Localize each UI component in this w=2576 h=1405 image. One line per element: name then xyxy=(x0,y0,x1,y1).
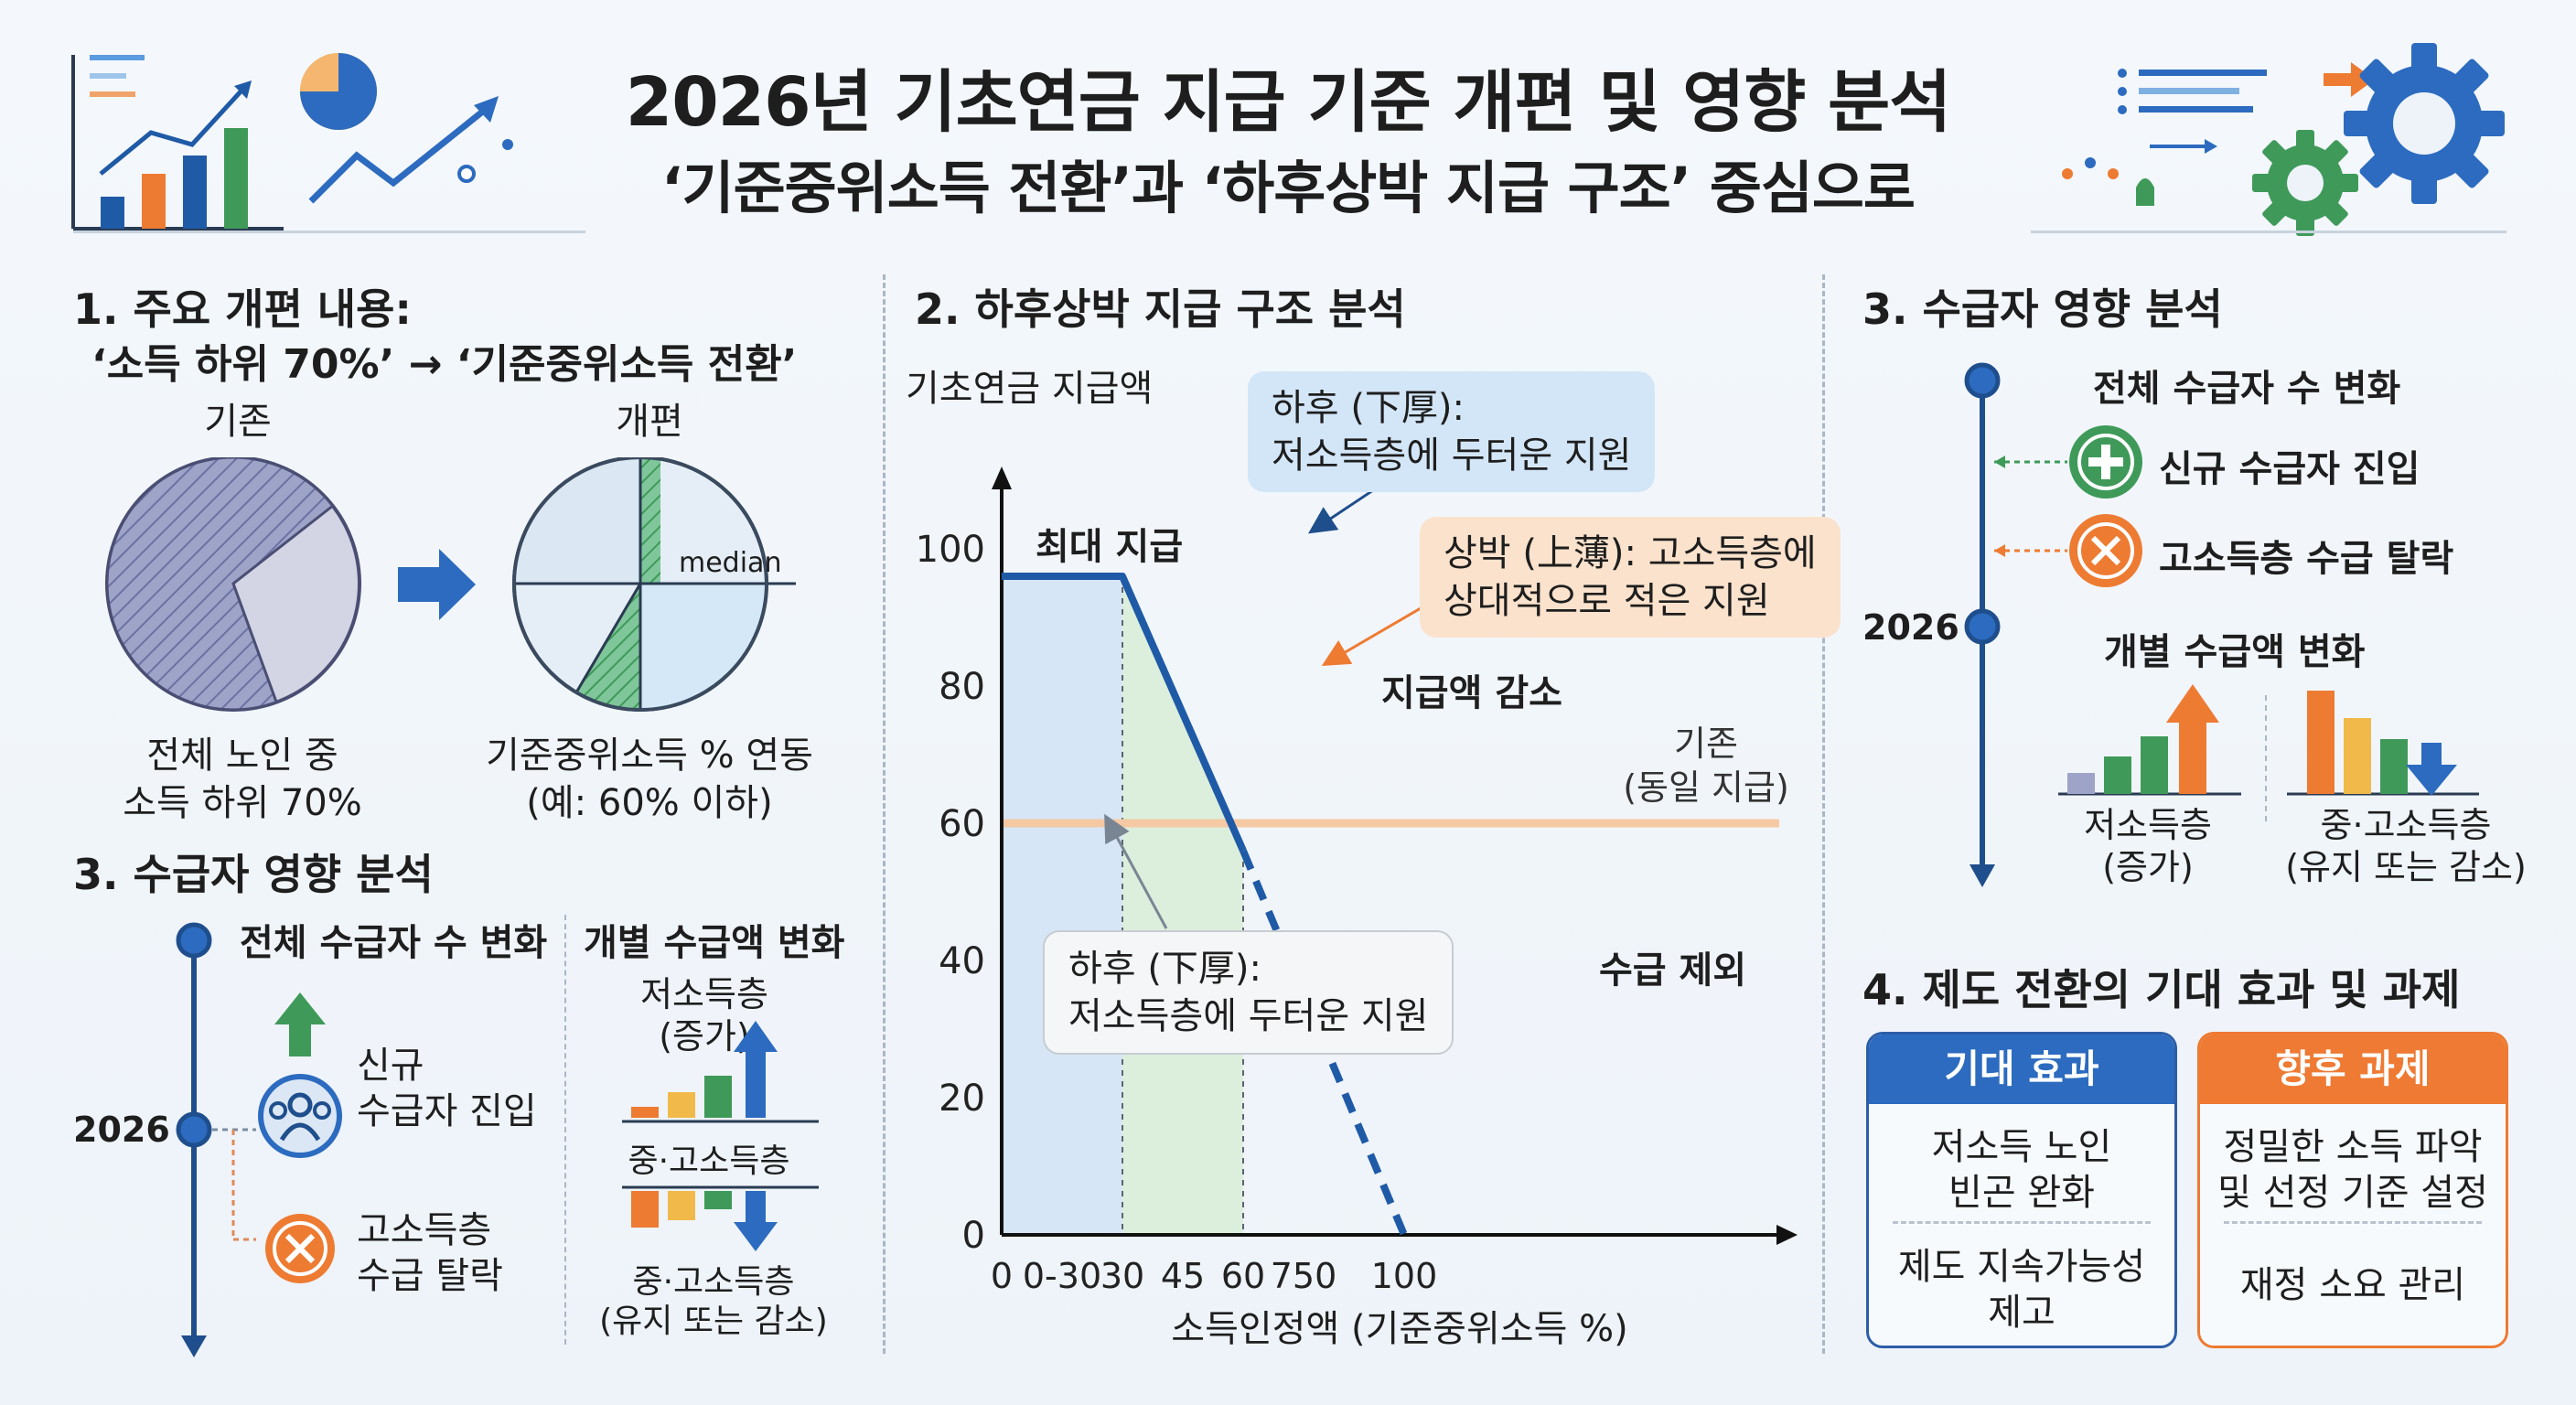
pie-comparison xyxy=(105,457,796,712)
callout-low-bottom: 하후 (下厚): 저소득층에 두터운 지원 xyxy=(1043,930,1454,1055)
trend-arrow-icon xyxy=(308,96,513,204)
mid-high-change-label: 중·고소득층 (유지 또는 감소) xyxy=(599,1263,828,1341)
low-income-label: 저소득층 (증가) xyxy=(640,974,768,1056)
x-axis-arrow xyxy=(1776,1225,1798,1245)
mid-high-label: 중·고소득층 xyxy=(628,1142,790,1180)
y-tick-label: 60 xyxy=(939,803,985,845)
x-tick-label: 45 xyxy=(1161,1256,1205,1296)
before-label: 기존 xyxy=(204,401,272,443)
count-change-right: 전체 수급자 수 변화 xyxy=(2093,368,2401,410)
section3-right-heading: 3. 수급자 영향 분석 xyxy=(1862,284,2223,334)
x-tick-label: 100 xyxy=(1371,1256,1438,1296)
before-pie xyxy=(105,457,361,712)
y-axis-label: 기초연금 지급액 xyxy=(906,368,1154,410)
divider xyxy=(2224,1221,2482,1224)
y-tick-label: 100 xyxy=(916,529,985,571)
arrow-right-icon xyxy=(398,549,476,620)
x-tick-label: 0 xyxy=(991,1256,1013,1296)
bar-chart-icon xyxy=(71,53,513,231)
timeline-right xyxy=(1964,362,2479,887)
callout-pointer xyxy=(1321,597,1437,667)
tasks-box: 향후 과제 정밀한 소득 파악 및 선정 기준 설정 재정 소요 관리 xyxy=(2197,1032,2508,1348)
x-tick-label: 30 xyxy=(1100,1256,1144,1296)
plus-icon xyxy=(2069,425,2142,499)
gear-icon xyxy=(2062,43,2505,236)
task-item: 정밀한 소득 파악 및 선정 기준 설정 xyxy=(2217,1126,2488,1214)
new-entry-label: 신규 수급자 진입 xyxy=(357,1045,537,1132)
callout-high: 상박 (上薄): 고소득층에 상대적으로 적은 지원 xyxy=(1420,517,1841,638)
after-pie xyxy=(512,457,796,712)
x-icon xyxy=(265,1214,335,1283)
section4-heading: 4. 제도 전환의 기대 효과 및 과제 xyxy=(1862,965,2461,1014)
after-caption: 기준중위소득 % 연동 (예: 60% 이하) xyxy=(486,735,813,824)
page-subtitle: ‘기준중위소득 전환’과 ‘하후상박 지급 구조’ 중심으로 xyxy=(661,155,1916,221)
effects-title: 기대 효과 xyxy=(1869,1035,2174,1104)
callout-low-top: 하후 (下厚): 저소득층에 두터운 지원 xyxy=(1248,371,1656,492)
y-axis-arrow xyxy=(992,467,1012,489)
before-pie-slice-70 xyxy=(105,457,335,712)
median-label: median xyxy=(679,547,782,579)
section3-left-heading: 3. 수급자 영향 분석 xyxy=(73,850,434,899)
effect-item: 저소득 노인 빈곤 완화 xyxy=(1931,1126,2112,1214)
inner-divider xyxy=(564,915,566,1345)
baseline-label: 기존 (동일 지급) xyxy=(1623,724,1789,808)
pie-chart-icon xyxy=(300,53,377,130)
x-tick-label: 0-30 xyxy=(1023,1256,1101,1296)
amount-change-right: 개별 수급액 변화 xyxy=(2104,631,2366,673)
x-tick-label: 60 xyxy=(1221,1256,1265,1296)
divider xyxy=(1893,1221,2151,1224)
mid-high-right: 중·고소득층 (유지 또는 감소) xyxy=(2285,805,2527,887)
payment-line xyxy=(1002,573,1247,853)
people-icon xyxy=(258,1074,342,1158)
column-divider xyxy=(1822,274,1825,1354)
page-title: 2026년 기초연금 지급 기준 개편 및 영향 분석 xyxy=(625,63,1952,142)
low-income-zone xyxy=(1002,576,1122,1235)
x-icon xyxy=(2069,514,2142,587)
amount-change-label: 개별 수급액 변화 xyxy=(584,922,845,964)
section1-heading: 1. 주요 개편 내용: xyxy=(73,284,412,334)
year-label: 2026 xyxy=(73,1110,170,1150)
new-entry-right: 신규 수급자 진입 xyxy=(2159,448,2420,490)
low-income-right: 저소득층 (증가) xyxy=(2084,805,2212,887)
column-divider xyxy=(883,274,886,1354)
effect-item: 제도 지속가능성 제고 xyxy=(1897,1246,2146,1334)
count-change-label: 전체 수급자 수 변화 xyxy=(240,922,548,964)
up-arrow-icon xyxy=(274,992,326,1056)
y-tick-label: 40 xyxy=(939,940,985,982)
task-item: 재정 소요 관리 xyxy=(2239,1264,2466,1306)
timeline-left xyxy=(176,922,342,1357)
before-caption: 전체 노인 중 소득 하위 70% xyxy=(123,735,362,824)
exclude-label: 수급 제외 xyxy=(1599,949,1747,992)
drop-label: 고소득층 수급 탈락 xyxy=(357,1209,503,1297)
section2-heading: 2. 하후상박 지급 구조 분석 xyxy=(915,284,1406,334)
amount-bars-left xyxy=(622,1021,819,1251)
drop-right: 고소득층 수급 탈락 xyxy=(2159,538,2454,580)
x-tick-label: 750 xyxy=(1271,1256,1337,1296)
section1-subheading: ‘소득 하위 70%’ → ‘기준중위소득 전환’ xyxy=(91,341,798,388)
max-payment-label: 최대 지급 xyxy=(1036,526,1184,568)
callout-pointer xyxy=(1104,813,1168,929)
tasks-title: 향후 과제 xyxy=(2200,1035,2506,1104)
y-tick-label: 80 xyxy=(939,666,985,708)
effects-box: 기대 효과 저소득 노인 빈곤 완화 제도 지속가능성 제고 xyxy=(1866,1032,2177,1348)
after-label: 개편 xyxy=(616,401,683,443)
header-rule-left xyxy=(73,231,585,233)
decrease-label: 지급액 감소 xyxy=(1381,672,1562,714)
mid-income-zone xyxy=(1122,576,1243,1235)
y-tick-label: 0 xyxy=(962,1215,985,1257)
year-right: 2026 xyxy=(1862,607,1959,648)
x-axis-label: 소득인정액 (기준중위소득 %) xyxy=(1171,1308,1628,1350)
header-rule-right xyxy=(2031,231,2506,233)
y-tick-label: 20 xyxy=(939,1078,985,1120)
